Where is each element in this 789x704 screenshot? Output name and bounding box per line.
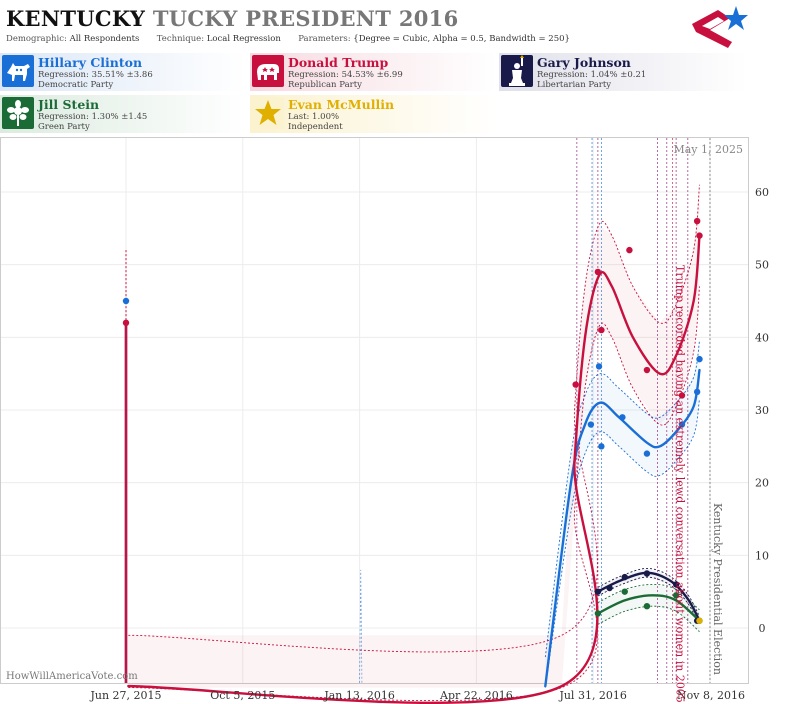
gary-johnson-point xyxy=(594,588,602,595)
donald-trump-point xyxy=(122,319,130,326)
hillary-clinton-point xyxy=(598,443,605,450)
jill-stein-point xyxy=(594,610,602,617)
hillary-clinton-point xyxy=(643,450,651,457)
y-axis-ticks: 0 10 20 30 40 50 60 xyxy=(755,186,769,635)
donald-trump-point xyxy=(626,246,633,254)
hillary-clinton-point xyxy=(678,421,686,428)
donald-trump-point xyxy=(693,217,701,225)
watermark[interactable]: HowWillAmericaVote.com xyxy=(6,671,138,682)
x-tick-label: Jul 31, 2016 xyxy=(558,689,627,702)
x-tick-label: Apr 22, 2016 xyxy=(439,689,513,702)
annotation-lewd-conversation: Trump recorded having an extremely lewd … xyxy=(674,265,687,703)
candidate-regression: Regression: 54.53% ±6.99 xyxy=(288,70,403,80)
candidate-name: Gary Johnson xyxy=(537,55,631,70)
trend-lines xyxy=(124,234,701,704)
candidate-card-trump[interactable]: Donald Trump Regression: 54.53% ±6.99 Re… xyxy=(250,53,496,91)
candidate-name: Donald Trump xyxy=(288,55,389,70)
x-axis-ticks: Jun 27, 2015 Oct 5, 2015 Jan 13, 2016 Apr 2… xyxy=(89,689,745,702)
clinton-band-spike xyxy=(359,569,363,684)
jill-stein-band-lower xyxy=(597,605,700,632)
donald-trump-trend-line xyxy=(127,234,701,704)
donald-trump-band-fill xyxy=(128,184,700,688)
candidate-regression: Regression: 1.30% ±1.45 xyxy=(38,112,148,122)
candidate-party: Libertarian Party xyxy=(537,80,612,90)
hillary-clinton-point xyxy=(595,363,603,370)
donald-trump-point xyxy=(643,366,651,374)
candidate-name: Hillary Clinton xyxy=(38,55,143,70)
title-state: KENTUCKY xyxy=(6,6,146,31)
donald-trump-point xyxy=(696,232,703,239)
annotation-election: Kentucky Presidential Election xyxy=(711,503,724,675)
y-tick-label: 30 xyxy=(755,404,769,417)
y-tick-label: 60 xyxy=(755,186,769,199)
gary-johnson-point xyxy=(643,570,651,577)
gary-johnson-band-lower xyxy=(597,576,700,626)
candidate-regression: Regression: 1.04% ±0.21 xyxy=(537,70,647,80)
gary-johnson-trend-line xyxy=(596,571,701,622)
candidate-party: Democratic Party xyxy=(38,80,114,90)
donald-trump-point xyxy=(572,381,579,388)
candidate-regression: Last: 1.00% xyxy=(288,112,340,122)
y-tick-label: 0 xyxy=(759,622,766,635)
statue-of-liberty-icon xyxy=(501,55,533,87)
y-tick-label: 20 xyxy=(755,477,769,490)
hillary-clinton-point xyxy=(619,414,626,421)
candidate-party: Republican Party xyxy=(288,80,362,90)
x-tick-label: Jan 13, 2016 xyxy=(323,689,395,702)
jill-stein-point xyxy=(621,588,628,595)
technique-value[interactable]: Local Regression xyxy=(206,34,281,44)
gary-johnson-point xyxy=(606,584,613,592)
title-rest: TUCKY PRESIDENT 2016 xyxy=(152,6,459,31)
star-icon xyxy=(252,97,284,129)
hillary-clinton-band-lower xyxy=(544,399,700,688)
jill-stein-point xyxy=(672,592,680,599)
donkey-icon xyxy=(2,55,34,87)
jill-stein-point xyxy=(643,603,651,610)
hillary-clinton-point xyxy=(122,297,130,305)
y-tick-label: 40 xyxy=(755,331,769,344)
candidate-name: Jill Stein xyxy=(38,97,100,112)
earth-flower-icon xyxy=(2,97,34,129)
data-points xyxy=(122,217,703,624)
hillary-clinton-point xyxy=(693,388,701,396)
donald-trump-band-upper xyxy=(128,184,700,653)
technique-label: Technique: xyxy=(156,34,205,44)
donald-trump-point xyxy=(598,326,605,334)
candidate-card-stein[interactable]: Jill Stein Regression: 1.30% ±1.45 Green… xyxy=(0,95,246,133)
parameters-value[interactable]: {Degree = Cubic, Alpha = 0.5, Bandwidth … xyxy=(353,34,570,44)
candidate-regression: Regression: 35.51% ±3.86 xyxy=(38,70,153,80)
x-tick-label: Jun 27, 2015 xyxy=(89,689,161,702)
header: KENTUCKY TUCKY PRESIDENT 2016 Demographi… xyxy=(0,0,750,52)
gary-johnson-band-upper xyxy=(597,567,700,617)
candidate-party: Green Party xyxy=(38,122,90,132)
gary-johnson-point xyxy=(621,573,628,581)
date-label: May 1, 2025 xyxy=(673,143,743,156)
parameters-label: Parameters: xyxy=(298,34,351,44)
elephant-icon xyxy=(252,55,284,87)
x-tick-label: Nov 8, 2016 xyxy=(677,689,745,702)
parameters-bar: Demographic: All Respondents Technique: … xyxy=(6,34,570,44)
y-tick-label: 50 xyxy=(755,259,769,272)
jill-stein-band-upper xyxy=(597,583,700,611)
jill-stein-trend-line xyxy=(596,594,701,622)
candidate-card-clinton[interactable]: Hillary Clinton Regression: 35.51% ±3.86… xyxy=(0,53,246,91)
y-tick-label: 10 xyxy=(755,549,769,562)
x-tick-label: Oct 5, 2015 xyxy=(210,689,275,702)
site-logo-icon xyxy=(692,6,748,48)
candidate-card-mcmullin[interactable]: Evan McMullin Last: 1.00% Independent xyxy=(250,95,496,133)
evan-mcmullin-point xyxy=(696,617,703,624)
demographic-value[interactable]: All Respondents xyxy=(69,34,140,44)
donald-trump-point xyxy=(678,392,686,399)
candidate-card-johnson[interactable]: Gary Johnson Regression: 1.04% ±0.21 Lib… xyxy=(499,53,747,91)
gary-johnson-point xyxy=(672,581,680,588)
candidate-party: Independent xyxy=(288,122,343,132)
hillary-clinton-point xyxy=(587,421,595,428)
demographic-label: Demographic: xyxy=(6,34,67,44)
candidate-name: Evan McMullin xyxy=(288,97,395,112)
hillary-clinton-point xyxy=(696,355,703,363)
poll-chart: 0 10 20 30 40 50 60 Jun 27, 2015 Oct 5, 2015 Jan… xyxy=(0,137,769,704)
donald-trump-band-lower xyxy=(128,286,700,702)
page-title: KENTUCKY TUCKY PRESIDENT 2016 xyxy=(6,6,459,31)
donald-trump-point xyxy=(594,268,602,276)
